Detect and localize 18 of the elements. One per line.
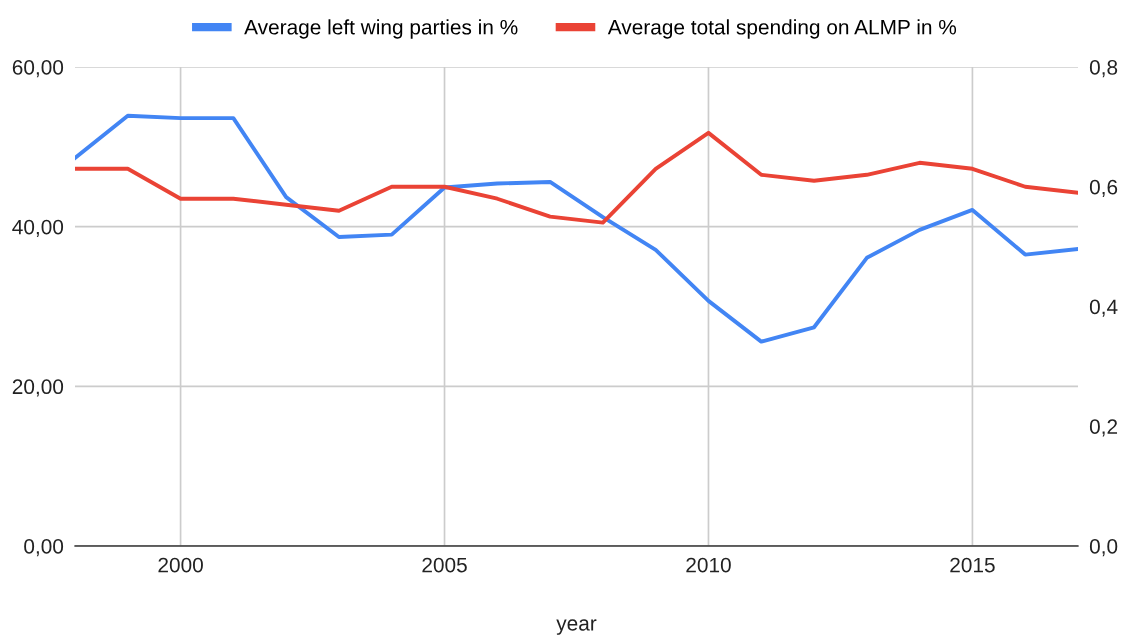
y-tick-label: 0,00 <box>24 539 64 557</box>
y2-tick-label: 0,8 <box>1089 60 1118 78</box>
y2-tick-label: 0,0 <box>1089 539 1118 557</box>
x-tick-label: 2000 <box>158 557 203 573</box>
y2-tick-label: 0,4 <box>1089 299 1118 317</box>
legend-label: Average total spending on ALMP in % <box>607 19 957 39</box>
y-tick-label: 60,00 <box>12 60 64 78</box>
y2-tick-label: 0,2 <box>1089 419 1118 437</box>
x-axis-title: year <box>556 619 597 635</box>
legend-label: Average left wing parties in % <box>244 19 518 39</box>
line-series <box>75 130 1078 225</box>
line-series <box>75 113 1078 344</box>
x-tick-label: 2015 <box>950 557 995 573</box>
y-tick-label: 20,00 <box>12 379 64 397</box>
y-tick-label: 40,00 <box>12 219 64 237</box>
y2-tick-label: 0,6 <box>1089 179 1118 197</box>
x-tick-label: 2005 <box>422 557 467 573</box>
x-tick-label: 2010 <box>686 557 731 573</box>
